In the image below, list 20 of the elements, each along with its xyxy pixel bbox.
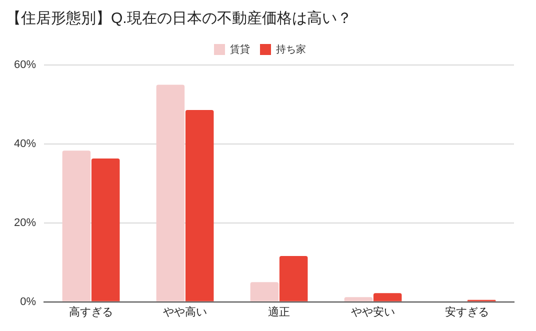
bar <box>156 84 185 302</box>
bar <box>373 293 402 302</box>
x-tick-label: 適正 <box>268 305 290 318</box>
bar <box>185 110 214 302</box>
legend-label: 賃貸 <box>230 43 250 56</box>
chart-title: 【住居形態別】Q.現在の日本の不動産価格は高い？ <box>6 10 352 28</box>
legend-label: 持ち家 <box>276 43 306 56</box>
y-tick-label: 40% <box>14 138 36 150</box>
bar <box>250 282 279 302</box>
x-tick-label: やや安い <box>351 305 396 318</box>
bar <box>279 256 308 302</box>
x-tick-label: 安すぎる <box>445 305 489 318</box>
bar <box>344 297 373 302</box>
bar <box>91 158 120 302</box>
y-tick-label: 60% <box>14 59 36 72</box>
y-tick-label: 20% <box>14 216 36 229</box>
y-tick-label: 0% <box>20 296 36 308</box>
x-tick-label: 高すぎる <box>69 305 114 318</box>
x-tick-label: やや高い <box>163 305 208 318</box>
bar <box>62 150 91 302</box>
